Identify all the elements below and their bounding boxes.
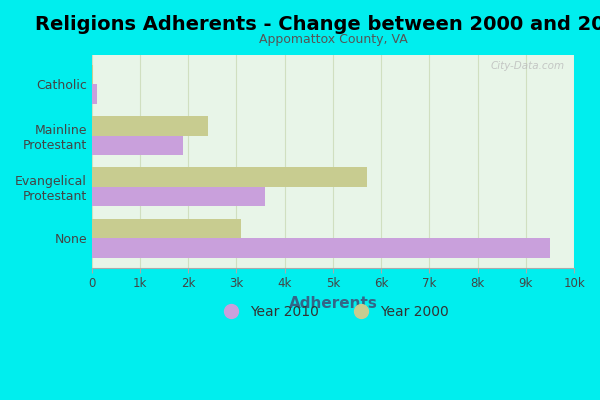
Title: Religions Adherents - Change between 2000 and 2010: Religions Adherents - Change between 200… — [35, 15, 600, 34]
Bar — [92, 65, 93, 84]
Bar — [92, 219, 241, 238]
Bar — [92, 238, 550, 258]
Bar — [92, 116, 208, 136]
Bar — [92, 187, 265, 206]
Legend: Year 2010, Year 2000: Year 2010, Year 2000 — [211, 299, 455, 324]
Bar — [92, 136, 184, 155]
Text: Appomattox County, VA: Appomattox County, VA — [259, 34, 407, 46]
Bar — [92, 84, 97, 104]
Bar — [92, 168, 367, 187]
X-axis label: Adherents: Adherents — [289, 296, 377, 311]
Text: City-Data.com: City-Data.com — [490, 61, 565, 71]
